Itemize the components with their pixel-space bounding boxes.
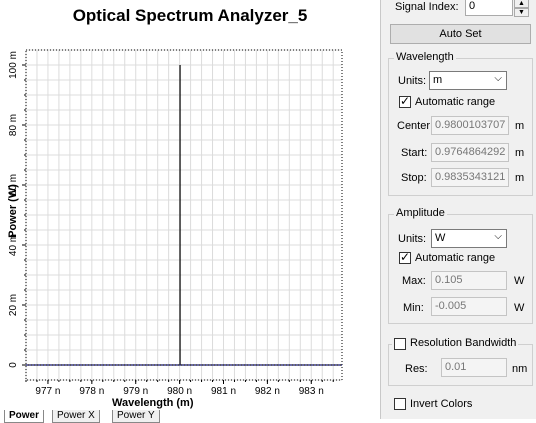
signal-index-label: Signal Index: xyxy=(395,1,459,13)
resolution-bandwidth-label: Resolution Bandwidth xyxy=(392,337,519,349)
amplitude-auto-range-label: Automatic range xyxy=(415,252,496,264)
start-unit: m xyxy=(515,147,525,159)
trace-tabs: Power Power X Power Y xyxy=(0,410,380,423)
wavelength-auto-range-label: Automatic range xyxy=(415,96,496,108)
amplitude-group-title: Amplitude xyxy=(394,207,447,219)
res-field[interactable]: 0.01 xyxy=(441,358,507,377)
amplitude-units-select[interactable]: W ⌵ xyxy=(431,229,507,248)
x-tick-label: 977 n xyxy=(35,386,60,397)
res-label: Res: xyxy=(405,363,428,375)
spin-down-button[interactable]: ▼ xyxy=(514,8,529,17)
max-label: Max: xyxy=(402,275,426,287)
x-tick-label: 980 n xyxy=(167,386,192,397)
wavelength-units-label: Units: xyxy=(398,75,427,87)
stop-unit: m xyxy=(515,172,525,184)
settings-panel: Signal Index: 0 ▲ ▼ Auto Set Wavelength … xyxy=(380,0,536,419)
resolution-bandwidth-checkbox[interactable] xyxy=(394,338,406,350)
x-tick-label: 983 n xyxy=(299,386,324,397)
y-axis-label: Power (W) xyxy=(7,184,19,238)
y-tick-label: 0 xyxy=(8,362,19,368)
y-tick-label: 80 m xyxy=(8,114,19,136)
stop-label: Stop: xyxy=(401,172,427,184)
tick-labels: 0 20 m 40 m 60 m 80 m 100 m 977 n 978 n 979 n 980… xyxy=(8,51,324,397)
plot-axes xyxy=(22,64,334,384)
y-tick-label: 60 m xyxy=(8,174,19,196)
wavelength-auto-range-checkbox[interactable] xyxy=(399,94,411,108)
min-field[interactable]: -0.005 xyxy=(431,297,507,316)
wavelength-group xyxy=(388,58,533,196)
tab-power[interactable]: Power xyxy=(4,410,45,423)
chevron-down-icon: ⌵ xyxy=(494,231,502,242)
invert-colors-label: Invert Colors xyxy=(410,398,473,410)
plot-frame xyxy=(25,49,343,381)
wavelength-units-value: m xyxy=(433,74,443,86)
tab-power-y[interactable]: Power Y xyxy=(112,410,160,423)
signal-index-field[interactable]: 0 xyxy=(465,0,513,16)
x-tick-label: 979 n xyxy=(123,386,148,397)
wavelength-group-title: Wavelength xyxy=(394,51,456,63)
y-tick-label: 40 m xyxy=(8,234,19,256)
res-unit: nm xyxy=(512,363,528,375)
start-label: Start: xyxy=(401,147,428,159)
invert-colors-checkbox[interactable] xyxy=(394,398,406,410)
x-axis-label: Wavelength (m) xyxy=(112,397,194,409)
start-field[interactable]: 0.9764864292 xyxy=(431,143,509,162)
amplitude-auto-range-checkbox[interactable] xyxy=(399,250,411,264)
chevron-down-icon: ⌵ xyxy=(494,73,502,84)
spectrum-plot[interactable]: 0 20 m 40 m 60 m 80 m 100 m 977 n 978 n 979 n 980… xyxy=(0,0,380,419)
amplitude-group xyxy=(388,214,533,324)
y-tick-label: 20 m xyxy=(8,294,19,316)
max-unit: W xyxy=(514,275,525,287)
plot-series xyxy=(26,65,342,366)
center-label: Center: xyxy=(397,120,434,132)
y-tick-label: 100 m xyxy=(8,51,19,79)
min-label: Min: xyxy=(403,302,424,314)
center-unit: m xyxy=(515,120,525,132)
amplitude-units-value: W xyxy=(435,232,446,244)
wavelength-units-select[interactable]: m ⌵ xyxy=(429,71,507,90)
stop-field[interactable]: 0.9835343121 xyxy=(431,168,509,187)
plot-grid xyxy=(25,49,342,381)
x-tick-label: 981 n xyxy=(211,386,236,397)
spin-up-button[interactable]: ▲ xyxy=(514,0,529,8)
x-tick-label: 982 n xyxy=(255,386,280,397)
chart-title: Optical Spectrum Analyzer_5 xyxy=(72,6,308,25)
center-field[interactable]: 0.9800103707 xyxy=(431,116,509,135)
auto-set-button[interactable]: Auto Set xyxy=(390,24,531,44)
amplitude-units-label: Units: xyxy=(398,233,427,245)
tab-power-x[interactable]: Power X xyxy=(52,410,100,423)
min-unit: W xyxy=(514,302,525,314)
max-field[interactable]: 0.105 xyxy=(431,271,507,290)
x-tick-label: 978 n xyxy=(79,386,104,397)
